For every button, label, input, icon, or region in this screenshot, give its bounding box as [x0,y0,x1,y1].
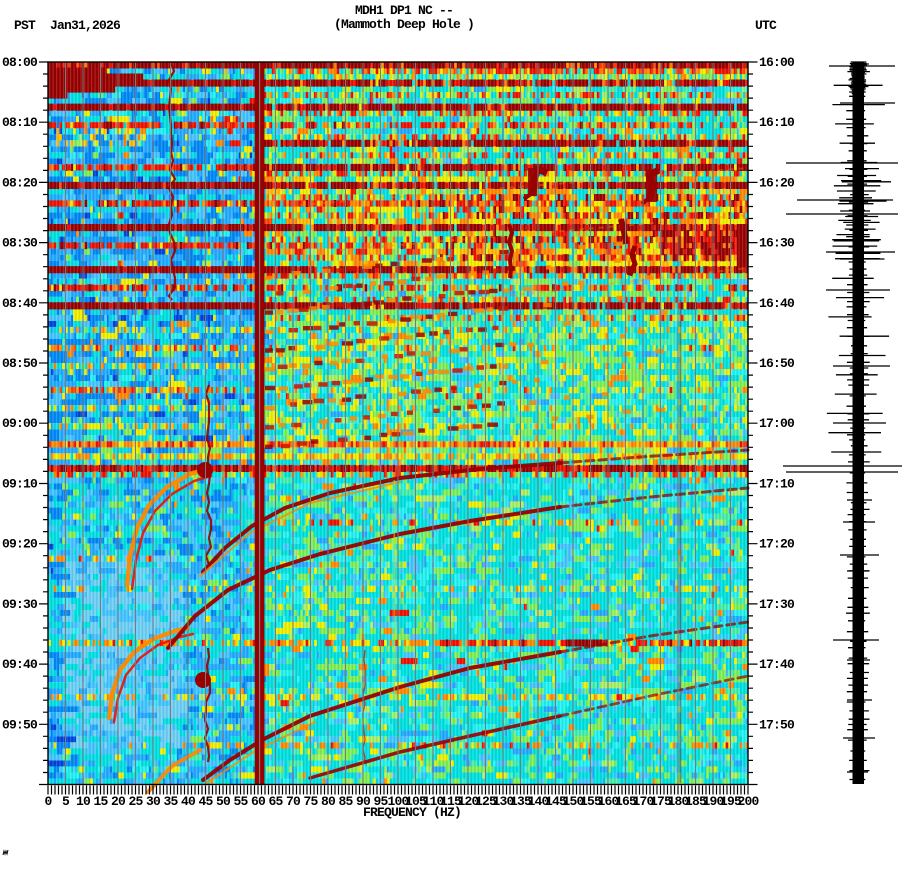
svg-text:85: 85 [338,794,353,809]
svg-text:17:10: 17:10 [759,477,795,492]
svg-text:09:30: 09:30 [2,597,38,612]
svg-text:UTC: UTC [755,18,777,33]
svg-text:80: 80 [321,794,336,809]
svg-text:17:00: 17:00 [759,416,795,431]
svg-text:08:40: 08:40 [2,296,38,311]
svg-text:70: 70 [286,794,301,809]
svg-text:125: 125 [475,794,497,809]
svg-text:145: 145 [545,794,567,809]
svg-text:100: 100 [387,794,409,809]
svg-text:35: 35 [163,794,178,809]
svg-text:90: 90 [356,794,371,809]
svg-text:45: 45 [198,794,213,809]
svg-text:16:50: 16:50 [759,356,795,371]
svg-text:PST: PST [14,18,36,33]
svg-text:17:20: 17:20 [759,537,795,552]
svg-text:150: 150 [562,794,584,809]
svg-text:MDH1 DP1 NC --: MDH1 DP1 NC -- [355,3,453,18]
svg-text:15: 15 [93,794,108,809]
svg-text:160: 160 [597,794,619,809]
svg-text:30: 30 [146,794,161,809]
svg-text:08:20: 08:20 [2,175,38,190]
svg-text:120: 120 [457,794,479,809]
svg-text:09:00: 09:00 [2,416,38,431]
svg-text:5: 5 [62,794,70,809]
svg-text:Jan31,2026: Jan31,2026 [50,18,121,33]
svg-text:65: 65 [268,794,283,809]
svg-text:95: 95 [373,794,388,809]
svg-text:200: 200 [737,794,759,809]
svg-text:0: 0 [44,794,52,809]
svg-text:175: 175 [650,794,672,809]
svg-text:09:50: 09:50 [2,717,38,732]
svg-text:09:40: 09:40 [2,657,38,672]
svg-text:16:20: 16:20 [759,175,795,190]
svg-text:40: 40 [181,794,196,809]
svg-text:190: 190 [702,794,724,809]
svg-text:165: 165 [615,794,637,809]
svg-text:16:10: 16:10 [759,115,795,130]
svg-text:195: 195 [720,794,742,809]
svg-text:10: 10 [76,794,91,809]
svg-text:08:10: 08:10 [2,115,38,130]
svg-text:115: 115 [440,794,462,809]
svg-text:16:30: 16:30 [759,236,795,251]
svg-text:08:50: 08:50 [2,356,38,371]
svg-text:FREQUENCY (HZ): FREQUENCY (HZ) [363,805,461,820]
svg-text:105: 105 [405,794,427,809]
svg-text:135: 135 [510,794,532,809]
svg-text:09:20: 09:20 [2,537,38,552]
svg-text:140: 140 [527,794,549,809]
svg-text:170: 170 [632,794,654,809]
svg-text:17:30: 17:30 [759,597,795,612]
svg-text:08:30: 08:30 [2,236,38,251]
svg-text:17:40: 17:40 [759,657,795,672]
svg-text:17:50: 17:50 [759,717,795,732]
svg-text:09:10: 09:10 [2,477,38,492]
svg-text:16:40: 16:40 [759,296,795,311]
svg-text:180: 180 [667,794,689,809]
svg-text:60: 60 [251,794,266,809]
svg-text:130: 130 [492,794,514,809]
svg-text:08:00: 08:00 [2,55,38,70]
svg-text:(Mammoth Deep Hole ): (Mammoth Deep Hole ) [334,17,474,32]
svg-text:110: 110 [422,794,444,809]
svg-text:55: 55 [233,794,248,809]
svg-text:16:00: 16:00 [759,55,795,70]
svg-text:155: 155 [580,794,602,809]
svg-text:185: 185 [685,794,707,809]
svg-text:75: 75 [303,794,318,809]
svg-text:25: 25 [128,794,143,809]
svg-text:50: 50 [216,794,231,809]
svg-text:20: 20 [111,794,126,809]
